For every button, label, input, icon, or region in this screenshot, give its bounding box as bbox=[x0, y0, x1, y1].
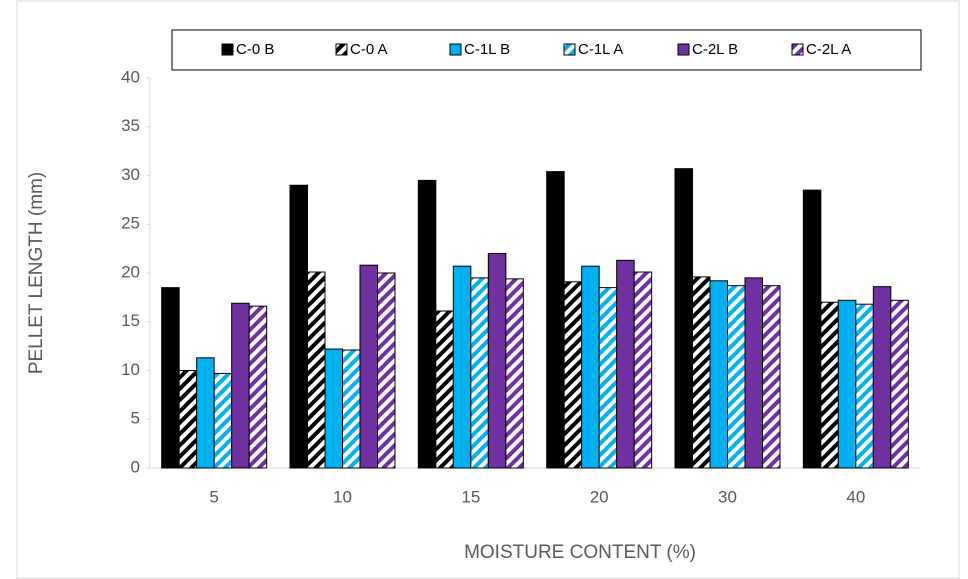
legend-marker bbox=[677, 43, 690, 56]
bar bbox=[581, 265, 600, 469]
x-tick-label: 10 bbox=[333, 487, 352, 506]
bar bbox=[820, 301, 839, 469]
bar bbox=[161, 287, 180, 469]
y-tick-label: 0 bbox=[131, 457, 140, 476]
legend-label: C-2L B bbox=[692, 41, 738, 58]
bar bbox=[762, 285, 781, 469]
y-tick-label: 35 bbox=[121, 116, 140, 135]
bar bbox=[307, 271, 326, 469]
legend-label: C-1L B bbox=[464, 41, 510, 58]
legend-marker bbox=[221, 43, 234, 56]
bar bbox=[855, 303, 874, 469]
x-tick-label: 5 bbox=[209, 487, 218, 506]
bar bbox=[342, 349, 361, 469]
bar bbox=[744, 277, 763, 469]
bar bbox=[470, 277, 489, 469]
legend-label: C-0 A bbox=[350, 41, 388, 58]
bar bbox=[546, 171, 565, 469]
bar bbox=[692, 276, 711, 469]
bar bbox=[598, 287, 618, 469]
bar bbox=[727, 285, 746, 469]
x-tick-label: 30 bbox=[718, 487, 737, 506]
bar bbox=[633, 271, 653, 469]
y-tick-label: 25 bbox=[121, 214, 140, 233]
legend-marker bbox=[335, 43, 348, 56]
y-tick-label: 30 bbox=[121, 165, 140, 184]
bar bbox=[616, 259, 635, 469]
legend-marker bbox=[563, 43, 576, 56]
y-tick-label: 5 bbox=[131, 409, 140, 428]
bar bbox=[505, 278, 524, 469]
legend-marker bbox=[791, 43, 804, 56]
bar bbox=[709, 280, 728, 469]
legend-label: C-1L A bbox=[578, 41, 623, 58]
y-tick-label: 40 bbox=[121, 67, 140, 86]
bar bbox=[452, 265, 472, 469]
x-tick-label: 40 bbox=[846, 487, 865, 506]
bar bbox=[487, 253, 507, 469]
bar bbox=[359, 264, 378, 469]
bar bbox=[802, 189, 822, 469]
legend-marker bbox=[449, 43, 462, 56]
bar bbox=[890, 299, 909, 469]
bar bbox=[377, 272, 396, 469]
bar bbox=[324, 348, 343, 469]
y-axis-title: PELLET LENGTH (mm) bbox=[26, 172, 47, 374]
x-axis-title: MOISTURE CONTENT (%) bbox=[464, 542, 696, 563]
y-tick-label: 15 bbox=[121, 311, 140, 330]
x-tick-label: 15 bbox=[461, 487, 480, 506]
legend-label: C-0 B bbox=[236, 41, 274, 58]
bar bbox=[417, 179, 437, 469]
bar bbox=[248, 305, 268, 469]
bar bbox=[289, 184, 308, 469]
x-tick-label: 20 bbox=[590, 487, 609, 506]
y-tick-label: 20 bbox=[121, 262, 140, 281]
bar bbox=[435, 310, 454, 469]
bar bbox=[178, 370, 198, 469]
bar bbox=[196, 357, 215, 469]
bar bbox=[213, 372, 233, 469]
bar bbox=[837, 299, 857, 469]
bar bbox=[674, 168, 693, 469]
bar bbox=[563, 281, 583, 469]
legend-label: C-2L A bbox=[806, 41, 851, 58]
bar bbox=[231, 302, 250, 469]
y-tick-label: 10 bbox=[121, 360, 140, 379]
bar bbox=[872, 286, 892, 469]
